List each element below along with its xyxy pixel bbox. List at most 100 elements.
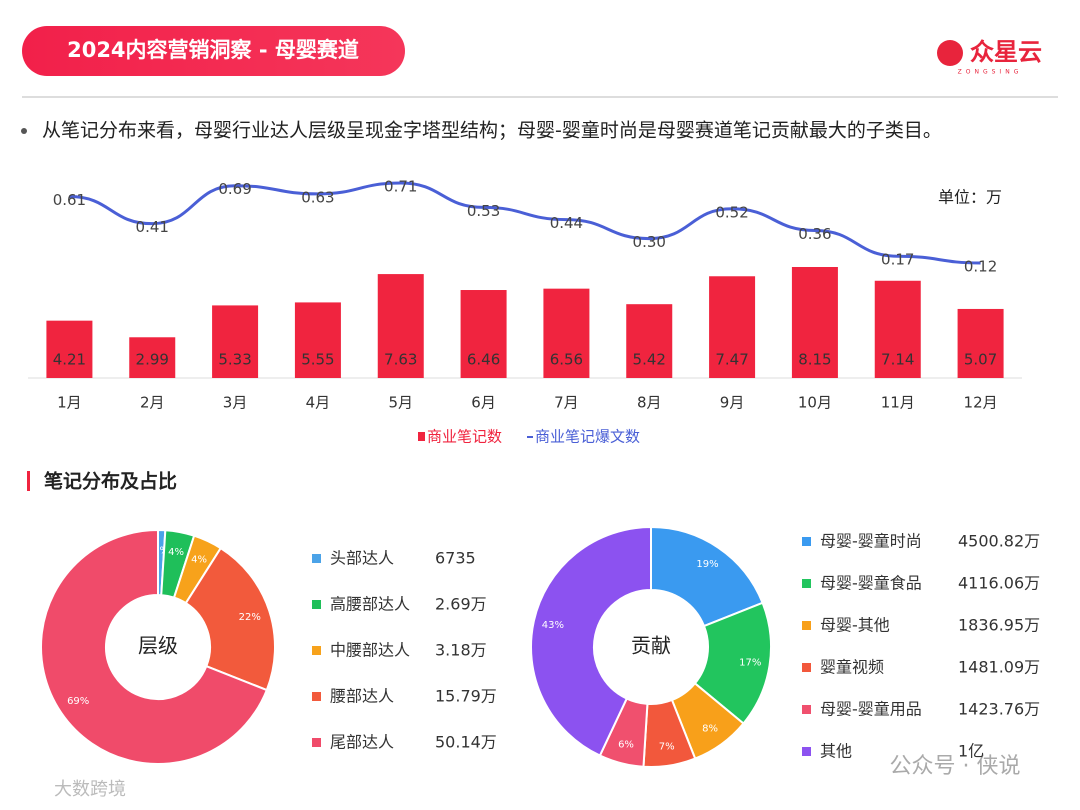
- legend-label: 母婴-其他: [820, 616, 890, 635]
- line-label: 0.63: [301, 188, 334, 206]
- legend-amount: 4500.82万: [958, 532, 1040, 551]
- line-label: 0.53: [467, 202, 500, 220]
- legend-label: 高腰部达人: [330, 595, 410, 614]
- legend-label: 中腰部达人: [330, 641, 410, 660]
- bar: [709, 276, 756, 378]
- bar-label: 5.07: [964, 351, 997, 369]
- bar-label: 7.63: [384, 351, 417, 369]
- bar-label: 7.14: [881, 351, 914, 369]
- legend-swatch: [312, 738, 321, 747]
- legend-amount: 2.69万: [435, 595, 487, 614]
- header-pill: [22, 26, 405, 76]
- slice-label: 8%: [702, 723, 718, 734]
- legend-amount: 3.18万: [435, 641, 487, 660]
- legend-label: 其他: [820, 742, 852, 761]
- line-label: 0.44: [550, 214, 583, 232]
- donut-slice: [530, 525, 652, 757]
- legend-label: 母婴-婴童食品: [820, 574, 922, 593]
- slice-label: 7%: [659, 741, 675, 752]
- bar-label: 5.55: [301, 351, 334, 369]
- legend-label: 腰部达人: [330, 687, 394, 706]
- legend-label: 婴童视频: [820, 658, 884, 677]
- legend-amount: 1423.76万: [958, 700, 1040, 719]
- line-label: 0.12: [964, 258, 997, 276]
- legend-label: 商业笔记数: [427, 428, 502, 446]
- donut-center-label: 贡献: [631, 634, 671, 658]
- legend-label: 母婴-婴童用品: [820, 700, 922, 719]
- line-label: 0.71: [384, 178, 417, 196]
- bar: [294, 302, 341, 378]
- slice-label: 19%: [696, 559, 718, 570]
- section-title: 笔记分布及占比: [44, 470, 177, 493]
- section-marker: [27, 471, 30, 491]
- bullet-dot: [21, 128, 27, 134]
- x-tick-label: 4月: [306, 394, 331, 412]
- slice-label: 4%: [191, 555, 207, 566]
- line-label: 0.69: [218, 180, 251, 198]
- legend-label: 头部达人: [330, 549, 394, 568]
- bar-label: 4.21: [53, 351, 86, 369]
- bar-label: 5.42: [633, 351, 666, 369]
- legend-swatch: [312, 600, 321, 609]
- legend-swatch: [802, 579, 811, 588]
- legend-swatch: [802, 747, 811, 756]
- x-tick-label: 11月: [881, 394, 915, 412]
- bar: [129, 337, 176, 378]
- x-tick-label: 9月: [720, 394, 745, 412]
- legend-swatch: [312, 692, 321, 701]
- line-label: 0.30: [633, 233, 666, 251]
- donut-slice: [650, 525, 764, 628]
- legend-swatch: [418, 432, 425, 441]
- slice-label: 17%: [739, 658, 761, 669]
- x-tick-label: 6月: [471, 394, 496, 412]
- x-tick-label: 8月: [637, 394, 662, 412]
- bar: [957, 308, 1004, 378]
- x-tick-label: 10月: [798, 394, 832, 412]
- bar-label: 6.56: [550, 351, 583, 369]
- x-tick-label: 2月: [140, 394, 165, 412]
- x-tick-label: 3月: [223, 394, 248, 412]
- slice-label: 69%: [67, 696, 89, 707]
- legend-swatch: [802, 705, 811, 714]
- legend-amount: 1亿: [958, 742, 984, 761]
- logo-icon: [937, 40, 963, 66]
- legend-swatch: [802, 537, 811, 546]
- bar-label: 8.15: [798, 351, 831, 369]
- line: [69, 181, 981, 265]
- bar-label: 5.33: [218, 351, 251, 369]
- bar-label: 6.46: [467, 351, 500, 369]
- bar-label: 7.47: [715, 351, 748, 369]
- slice-label: 6%: [618, 739, 634, 750]
- donut-center-label: 层级: [138, 634, 178, 658]
- bar: [791, 267, 838, 378]
- bar: [874, 280, 921, 378]
- legend-swatch: [527, 436, 533, 438]
- slice-label: 4%: [168, 547, 184, 558]
- slice-label: 22%: [239, 612, 261, 623]
- bar-label: 2.99: [136, 351, 169, 369]
- bar: [46, 320, 93, 378]
- x-tick-label: 5月: [388, 394, 413, 412]
- legend-swatch: [312, 646, 321, 655]
- legend-amount: 1481.09万: [958, 658, 1040, 677]
- donut-slice: [184, 546, 276, 692]
- line-label: 0.52: [715, 203, 748, 221]
- legend-label: 商业笔记爆文数: [535, 428, 640, 446]
- legend-amount: 4116.06万: [958, 574, 1040, 593]
- legend-swatch: [802, 663, 811, 672]
- legend-label: 尾部达人: [330, 733, 394, 752]
- legend-amount: 6735: [435, 549, 476, 568]
- legend-swatch: [802, 621, 811, 630]
- legend-amount: 1836.95万: [958, 616, 1040, 635]
- slice-label: 43%: [542, 620, 564, 631]
- legend-amount: 15.79万: [435, 687, 497, 706]
- line-label: 0.17: [881, 251, 914, 269]
- line-label: 0.61: [53, 191, 86, 209]
- line-label: 0.41: [136, 218, 169, 236]
- legend-amount: 50.14万: [435, 733, 497, 752]
- donut-slice: [40, 528, 269, 765]
- bar: [377, 274, 424, 378]
- x-tick-label: 7月: [554, 394, 579, 412]
- x-tick-label: 12月: [964, 394, 998, 412]
